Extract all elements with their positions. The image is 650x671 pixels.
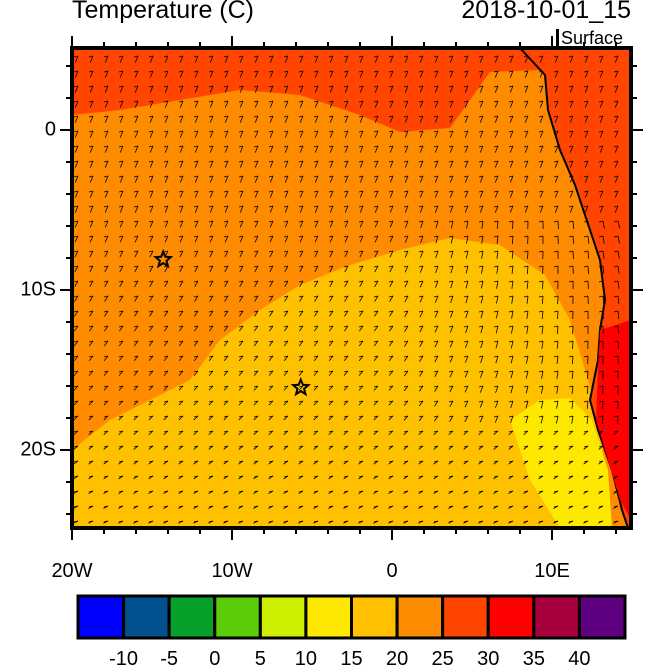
wind-barb [527, 251, 528, 259]
colorbar-label: 20 [386, 648, 408, 671]
x-tick-label: 10E [534, 560, 570, 583]
colorbar [78, 596, 625, 638]
colorbar-box [78, 596, 124, 638]
colorbar-label: -10 [109, 648, 138, 671]
colorbar-box [488, 596, 534, 638]
colorbar-label: 15 [340, 648, 362, 671]
wind-barb [572, 341, 573, 349]
colorbar-box [124, 596, 170, 638]
colorbar-label: 0 [209, 648, 220, 671]
y-tick-label: 20S [0, 439, 56, 462]
y-tick-label: 0 [0, 119, 56, 142]
x-tick-label: 0 [386, 560, 397, 583]
colorbar-label: 40 [568, 648, 590, 671]
x-tick-label: 20W [51, 560, 92, 583]
wind-barb [587, 371, 588, 379]
colorbar-label: -5 [160, 648, 178, 671]
colorbar-box [397, 596, 443, 638]
colorbar-box [443, 596, 489, 638]
colorbar-box [260, 596, 306, 638]
colorbar-box [534, 596, 580, 638]
colorbar-box [579, 596, 625, 638]
x-tick-label: 10W [211, 560, 252, 583]
colorbar-label: 30 [477, 648, 499, 671]
y-tick-label: 10S [0, 279, 56, 302]
wind-barb [602, 401, 603, 409]
colorbar-box [215, 596, 261, 638]
colorbar-label: 10 [295, 648, 317, 671]
colorbar-label: 25 [432, 648, 454, 671]
wind-barb [542, 281, 543, 289]
colorbar-label: 5 [255, 648, 266, 671]
wind-barb [557, 311, 558, 319]
colorbar-label: 35 [523, 648, 545, 671]
colorbar-box [306, 596, 352, 638]
colorbar-box [169, 596, 215, 638]
colorbar-box [352, 596, 398, 638]
wind-barb [512, 221, 513, 229]
